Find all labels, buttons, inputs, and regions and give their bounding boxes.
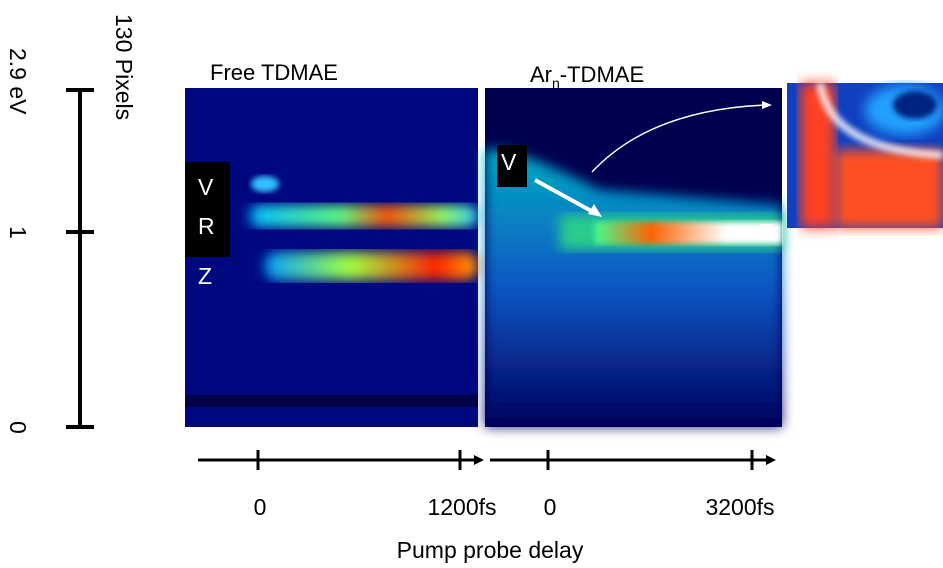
time-label: 0 <box>544 494 557 520</box>
time-label: 1200fs <box>427 494 496 520</box>
pixels-label: 130 Pixels <box>111 14 137 120</box>
state-label: Z <box>198 263 212 289</box>
title-sub: n <box>552 75 560 91</box>
state-label: V <box>501 149 517 175</box>
panel-cluster: Arn-TDMAE V Z <box>485 62 782 427</box>
panel-title: Free TDMAE <box>210 60 338 85</box>
energy-bottom: 0 <box>5 421 31 434</box>
state-label: R <box>198 213 215 239</box>
energy-axis: 2.9 eV 1 0 130 Pixels <box>5 14 137 434</box>
label-box <box>497 145 527 187</box>
energy-middle: 1 <box>5 226 31 239</box>
inset <box>787 82 943 228</box>
panel-title: Arn-TDMAE <box>530 62 644 91</box>
title-part: -TDMAE <box>560 62 644 87</box>
label-box <box>185 162 230 257</box>
state-label: V <box>198 174 214 200</box>
x-label: Pump probe delay <box>397 537 584 563</box>
energy-top: 2.9 eV <box>5 48 31 115</box>
time-label: 3200fs <box>705 494 774 520</box>
time-label: 0 <box>254 494 267 520</box>
time-axes: 0 1200fs 0 3200fs Pump probe delay <box>198 450 776 563</box>
state-label: Z <box>759 219 773 245</box>
panel-free: Free TDMAE V R Z <box>185 60 478 427</box>
title-part: Ar <box>530 62 552 87</box>
